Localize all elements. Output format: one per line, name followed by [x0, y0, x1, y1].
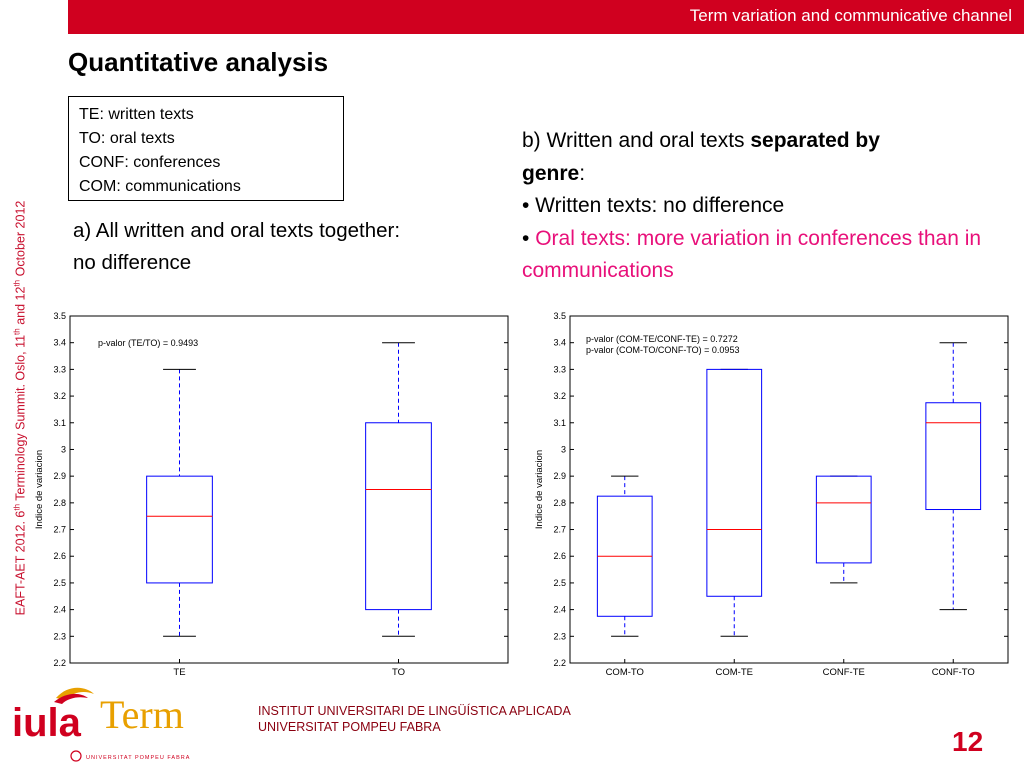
- y-tick-label: 2.2: [53, 658, 66, 668]
- side-text-part: October 2012: [13, 200, 28, 280]
- section-b-bold1: separated by: [750, 129, 880, 152]
- y-tick-label: 2.9: [53, 471, 66, 481]
- footer-line1: INSTITUT UNIVERSITARI DE LINGÜÍSTICA APL…: [258, 704, 571, 718]
- box-conf-to: [925, 402, 982, 511]
- section-b-intro-cont: genre:: [522, 158, 1002, 191]
- y-tick-label: 3.1: [53, 418, 66, 428]
- box-conf-te: [815, 475, 872, 564]
- box-to: [365, 422, 432, 611]
- side-text-part: EAFT-AET 2012. 6: [13, 510, 28, 616]
- header-bar: Term variation and communicative channel: [68, 0, 1024, 34]
- y-tick-label: 2.9: [553, 471, 566, 481]
- side-conference-text: EAFT-AET 2012. 6th Terminology Summit. O…: [12, 160, 27, 656]
- side-text-part: and 12: [13, 286, 28, 329]
- y-tick-label: 2.2: [553, 658, 566, 668]
- logo-tagline: UNIVERSITAT POMPEU FABRA: [86, 755, 190, 761]
- section-b-bold2: genre: [522, 161, 580, 185]
- y-tick-label: 2.3: [553, 631, 566, 641]
- y-tick-label: 2.3: [53, 631, 66, 641]
- legend-line: TE: written texts: [79, 106, 194, 123]
- y-axis-label: Indice de variacion: [34, 450, 45, 529]
- plot-frame: [69, 315, 509, 664]
- y-tick-label: 3.4: [553, 338, 566, 348]
- y-tick-label: 3.2: [553, 391, 566, 401]
- p-value-annotation: p-valor (COM-TO/CONF-TO) = 0.0953: [586, 345, 739, 355]
- abbreviation-legend-box: TE: written texts TO: oral texts CONF: c…: [68, 96, 344, 201]
- y-tick-label: 3.3: [553, 364, 566, 374]
- plot-frame: [569, 315, 1009, 664]
- section-b-text: b) Written and oral texts separated by g…: [522, 125, 1002, 288]
- y-tick-label: 3.1: [553, 418, 566, 428]
- section-a-text: a) All written and oral texts together: …: [73, 219, 401, 274]
- section-b-bullet2: • Oral texts: more variation in conferen…: [522, 223, 1002, 288]
- bullet-mark: •: [522, 226, 536, 250]
- box-te: [146, 475, 213, 584]
- logo-iula-text: iula: [12, 701, 82, 745]
- x-tick-label: TE: [173, 667, 185, 678]
- y-axis-label: Indice de variacion: [534, 450, 545, 529]
- page-number: 12: [952, 726, 984, 757]
- section-b-bullet2-text: Oral texts: more variation in conference…: [522, 226, 982, 283]
- footer-line2: UNIVERSITAT POMPEU FABRA: [258, 720, 441, 734]
- y-tick-label: 2.7: [53, 525, 66, 535]
- y-tick-label: 3.2: [53, 391, 66, 401]
- x-tick-label: CONF-TO: [932, 667, 975, 678]
- section-b-bullet1: • Written texts: no difference: [522, 194, 785, 217]
- y-tick-label: 2.8: [53, 498, 66, 508]
- y-tick-label: 2.5: [553, 578, 566, 588]
- logo-term-text: Term: [100, 692, 184, 737]
- p-value-annotation: p-valor (TE/TO) = 0.9493: [98, 338, 198, 348]
- y-tick-label: 3: [61, 444, 66, 454]
- y-tick-label: 3.4: [53, 338, 66, 348]
- y-tick-label: 3.3: [53, 364, 66, 374]
- header-title: Term variation and communicative channel: [689, 6, 1012, 25]
- footer-institution: INSTITUT UNIVERSITARI DE LINGÜÍSTICA APL…: [258, 703, 571, 735]
- y-tick-label: 2.6: [53, 551, 66, 561]
- boxplot-chart-all-texts: 2.2 2.3 2.4 2.5 2.6 2.7 2.8 2.9 3 3.1 3.2 3.3 3.4 3.5…: [34, 311, 509, 678]
- section-b-intro-post: :: [579, 161, 586, 185]
- legend-line: TO: oral texts: [79, 130, 175, 147]
- x-tick-label: CONF-TE: [823, 667, 865, 678]
- y-tick-label: 2.6: [553, 551, 566, 561]
- y-tick-label: 2.8: [553, 498, 566, 508]
- logo-flame-icon: [54, 693, 88, 704]
- y-tick-label: 3: [561, 444, 566, 454]
- box-com-te: [706, 368, 763, 597]
- y-tick-label: 2.4: [53, 605, 66, 615]
- p-value-annotation: p-valor (COM-TE/CONF-TE) = 0.7272: [586, 334, 738, 344]
- side-text-sup: th: [12, 328, 22, 335]
- boxplot-chart-by-genre: 2.2 2.3 2.4 2.5 2.6 2.7 2.8 2.9 3 3.1 3.2 3.3 3.4 3.5…: [534, 311, 1009, 678]
- y-tick-label: 2.4: [553, 605, 566, 615]
- logo-seal-icon: [70, 750, 82, 762]
- section-b-intro-pre: b) Written and oral texts: [522, 129, 751, 152]
- side-text-part: Terminology Summit. Oslo, 11: [13, 334, 28, 504]
- legend-line: COM: communications: [79, 178, 241, 195]
- side-text-sup: th: [12, 503, 22, 511]
- x-tick-label: COM-TO: [606, 667, 644, 678]
- section-b-intro: b) Written and oral texts separated by: [522, 125, 1002, 158]
- y-tick-label: 3.5: [53, 311, 66, 321]
- x-tick-label: COM-TE: [716, 667, 753, 678]
- legend-line: CONF: conferences: [79, 154, 221, 171]
- y-tick-label: 3.5: [553, 311, 566, 321]
- y-tick-label: 2.7: [553, 525, 566, 535]
- y-tick-label: 2.5: [53, 578, 66, 588]
- side-text-sup: th: [12, 279, 22, 287]
- x-tick-label: TO: [392, 667, 405, 678]
- slide-title: Quantitative analysis: [68, 47, 329, 77]
- iulaterm-logo: iula Term UNIVERSITAT POMPEU FABRA: [12, 687, 190, 762]
